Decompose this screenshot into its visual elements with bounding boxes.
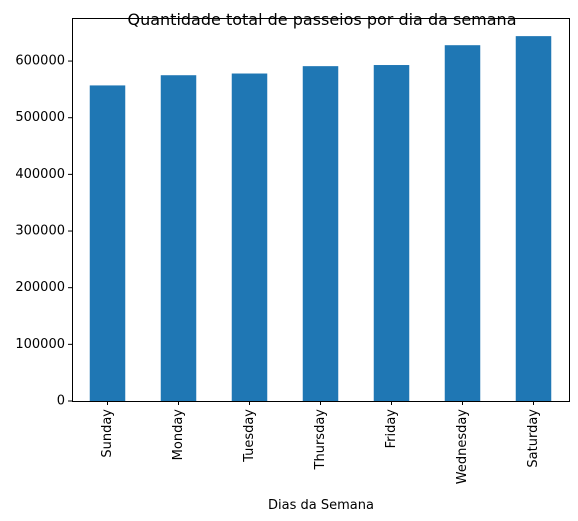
chart-title: Quantidade total de passeios por dia da …: [128, 10, 517, 29]
x-tick-label-saturday: Saturday: [526, 409, 541, 468]
x-tick-label-sunday: Sunday: [100, 409, 115, 458]
bar-monday: [160, 75, 197, 401]
y-tick-label: 300000: [15, 224, 65, 239]
x-tick-label-friday: Friday: [384, 409, 399, 449]
bar-saturday: [515, 36, 552, 401]
x-tick-label-tuesday: Tuesday: [242, 409, 257, 463]
bars-group: [89, 36, 552, 402]
x-axis-label: Dias da Semana: [268, 498, 374, 513]
bar-friday: [373, 65, 410, 401]
x-tick-label-monday: Monday: [171, 409, 186, 461]
y-tick-label: 100000: [15, 337, 65, 352]
bar-tuesday: [231, 73, 268, 402]
y-tick-label: 600000: [15, 54, 65, 69]
y-tick-label: 400000: [15, 167, 65, 182]
y-axis: 0 100000 200000 300000 400000 500000 600000: [15, 54, 72, 409]
y-tick-label: 500000: [15, 110, 65, 125]
y-tick-label: 200000: [15, 280, 65, 295]
bar-thursday: [302, 66, 339, 401]
bar-wednesday: [444, 45, 481, 401]
y-tick-label: 0: [57, 394, 65, 409]
x-tick-label-wednesday: Wednesday: [455, 409, 470, 485]
x-axis: Sunday Monday Tuesday Thursday Friday Wednesd…: [100, 401, 541, 484]
bar-sunday: [89, 85, 126, 402]
x-tick-label-thursday: Thursday: [313, 409, 328, 471]
